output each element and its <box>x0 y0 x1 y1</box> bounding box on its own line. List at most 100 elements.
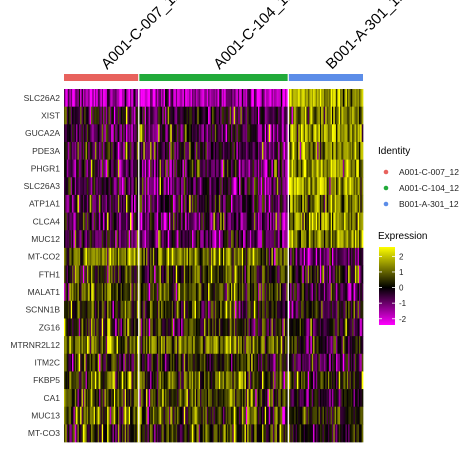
heatmap-cell <box>93 353 96 372</box>
heatmap-cell <box>270 106 272 125</box>
heatmap-cell <box>229 371 232 390</box>
heatmap-cell <box>72 353 74 372</box>
heatmap-cell <box>272 424 275 443</box>
heatmap-cell <box>175 389 178 408</box>
heatmap-cell <box>167 353 170 372</box>
heatmap-cell <box>341 265 344 284</box>
heatmap-cell <box>240 230 243 249</box>
heatmap-cell <box>140 283 143 302</box>
heatmap-cell <box>233 318 236 337</box>
heatmap-cell <box>182 106 185 125</box>
heatmap-cell <box>216 389 218 408</box>
heatmap-cell <box>241 212 244 231</box>
heatmap-cell <box>136 230 139 249</box>
heatmap-cell <box>288 141 291 160</box>
heatmap-cell <box>212 406 214 425</box>
heatmap-cell <box>143 124 146 143</box>
heatmap-cell <box>96 300 99 319</box>
heatmap-cell <box>130 300 132 319</box>
heatmap-cell <box>96 336 99 355</box>
heatmap-cell <box>130 89 132 107</box>
heatmap-cell <box>206 177 209 196</box>
heatmap-cell <box>300 89 303 107</box>
heatmap-cell <box>322 89 325 107</box>
heatmap-cell <box>179 300 182 319</box>
heatmap-cell <box>144 318 147 337</box>
heatmap-cell <box>214 265 217 284</box>
heatmap-cell <box>337 353 340 372</box>
heatmap-cell <box>142 318 144 337</box>
heatmap-cell <box>193 406 195 425</box>
heatmap-cell <box>352 194 354 213</box>
heatmap-cell <box>208 124 210 143</box>
heatmap-cell <box>317 389 319 408</box>
heatmap-cell <box>292 106 295 125</box>
heatmap-cell <box>272 247 275 266</box>
heatmap-cell <box>206 265 209 284</box>
heatmap-cell <box>146 106 148 125</box>
heatmap-cell <box>226 159 229 178</box>
heatmap-cell <box>290 124 292 143</box>
heatmap-cell <box>64 247 66 266</box>
heatmap-cell <box>121 283 124 302</box>
heatmap-cell <box>178 194 181 213</box>
heatmap-cell <box>187 318 190 337</box>
heatmap-cell <box>80 194 82 213</box>
heatmap-cell <box>185 336 187 355</box>
heatmap-cell <box>158 389 160 408</box>
heatmap-cell <box>352 389 354 408</box>
heatmap-cell <box>132 300 135 319</box>
colorbar-tick-label: 1 <box>399 268 404 277</box>
heatmap-cell <box>189 230 191 249</box>
heatmap-cell <box>164 89 167 107</box>
heatmap-cell <box>244 89 247 107</box>
heatmap-cell <box>319 124 322 143</box>
heatmap-cell <box>302 336 305 355</box>
heatmap-cell <box>357 265 360 284</box>
heatmap-cell <box>322 336 325 355</box>
heatmap-cell <box>348 177 350 196</box>
heatmap-cell <box>120 106 123 125</box>
heatmap-cell <box>100 212 103 231</box>
heatmap-cell <box>245 247 248 266</box>
heatmap-cell <box>262 141 264 160</box>
heatmap-cell <box>322 265 325 284</box>
heatmap-cell <box>318 159 321 178</box>
heatmap-cell <box>179 265 182 284</box>
heatmap-cell <box>178 212 181 231</box>
heatmap-cell <box>88 159 90 178</box>
heatmap-cell <box>112 159 115 178</box>
heatmap-cell <box>191 336 194 355</box>
heatmap-cell <box>309 159 311 178</box>
heatmap-cell <box>69 300 72 319</box>
heatmap-cell <box>105 159 108 178</box>
heatmap-cell <box>318 230 321 249</box>
heatmap-cell <box>109 406 112 425</box>
heatmap-cell <box>103 371 105 390</box>
heatmap-cell <box>303 159 306 178</box>
heatmap-cell <box>231 247 233 266</box>
heatmap-cell <box>190 177 193 196</box>
heatmap-cell <box>132 89 135 107</box>
heatmap-cell <box>260 371 263 390</box>
heatmap-cell <box>101 106 104 125</box>
heatmap-cell <box>272 283 275 302</box>
heatmap-cell <box>74 265 77 284</box>
heatmap-cell <box>350 124 353 143</box>
heatmap-cell <box>92 336 95 355</box>
heatmap-cell <box>186 300 189 319</box>
heatmap-cell <box>73 177 76 196</box>
heatmap-cell <box>296 141 299 160</box>
heatmap-cell <box>360 318 362 337</box>
identity-legend-label: A001-C-007_12 <box>399 167 459 177</box>
heatmap-cell <box>232 194 235 213</box>
heatmap-cell <box>282 89 284 107</box>
heatmap-cell <box>272 124 275 143</box>
heatmap-cell <box>334 194 337 213</box>
heatmap-cell <box>248 353 251 372</box>
heatmap-cell <box>151 194 154 213</box>
heatmap-cell <box>224 230 226 249</box>
heatmap-cell <box>225 106 228 125</box>
heatmap-cell <box>306 318 309 337</box>
